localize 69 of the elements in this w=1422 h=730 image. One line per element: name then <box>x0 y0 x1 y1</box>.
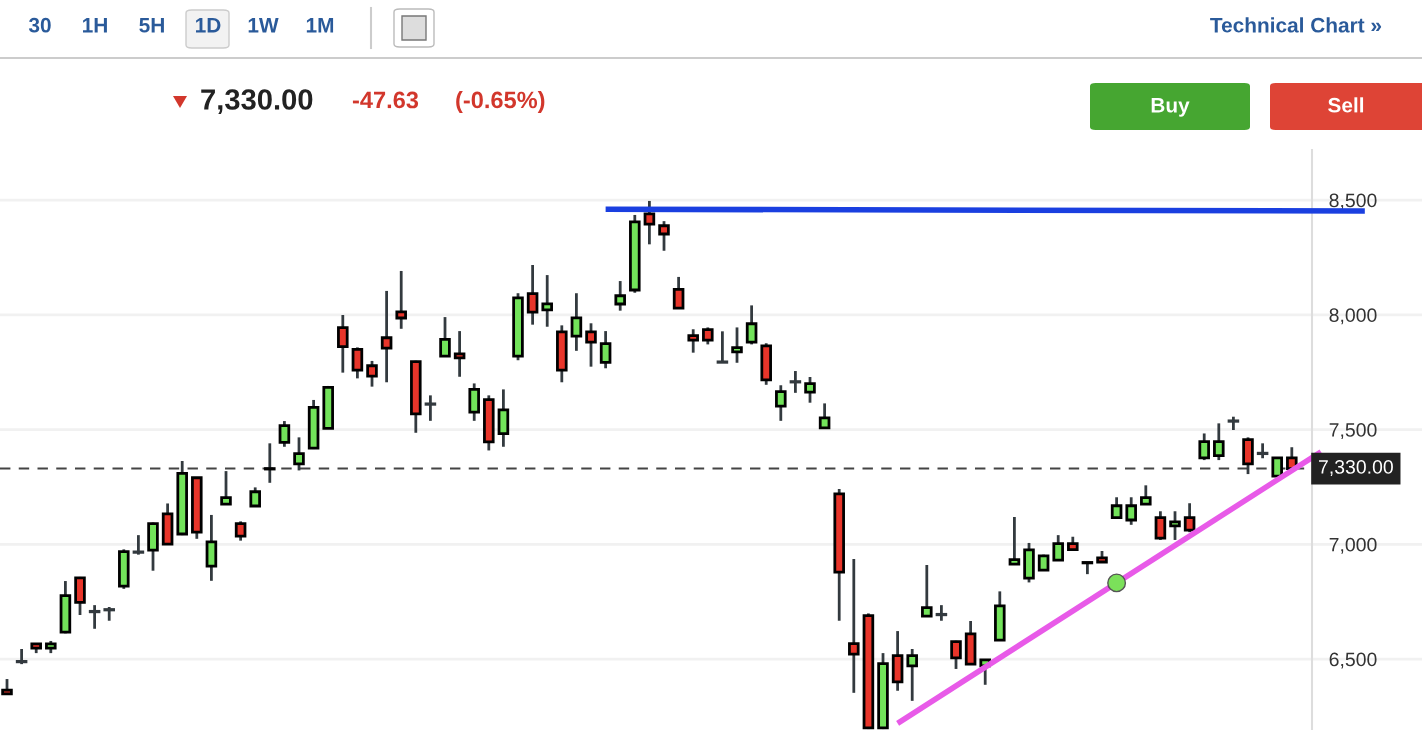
candlestick <box>818 402 831 430</box>
y-tick-label: 7,500 <box>1329 423 1377 440</box>
text: 5H <box>139 18 164 33</box>
text: Buy <box>1151 98 1190 117</box>
candlestick <box>220 469 232 506</box>
text: 1M <box>306 18 334 33</box>
candlestick <box>1169 509 1181 542</box>
candlestick <box>249 486 261 508</box>
candlestick <box>541 273 553 329</box>
candlestick <box>1110 495 1123 520</box>
candlestick <box>468 382 480 423</box>
text: 1H <box>83 18 107 33</box>
candlestick <box>745 304 758 346</box>
text: (-0.65%) <box>456 91 545 114</box>
candlestick <box>264 441 276 485</box>
candlestick <box>88 603 101 631</box>
text: 1D <box>196 18 221 33</box>
candlestick <box>672 275 685 310</box>
candlestick <box>950 639 962 671</box>
text: 30 <box>28 17 51 33</box>
candlestick <box>278 419 291 449</box>
candlestick <box>234 519 247 543</box>
candlestick <box>453 329 466 379</box>
candlestick <box>848 557 860 695</box>
candlestick <box>132 533 145 557</box>
candlestick <box>1213 421 1225 462</box>
y-tick-label: 8,500 <box>1329 193 1377 210</box>
text: Sell <box>1328 97 1364 113</box>
candlestick <box>380 289 393 384</box>
candlestick <box>337 313 349 375</box>
text: 1W <box>248 18 279 33</box>
text: -47.63 <box>352 91 419 109</box>
candlestick <box>599 329 612 370</box>
ref-line-label: 7,330.00 <box>1319 460 1393 477</box>
candlestick <box>775 383 787 423</box>
candlestick <box>497 388 510 449</box>
candlestick <box>585 321 597 369</box>
candlestick <box>293 435 305 472</box>
candlestick <box>570 291 583 353</box>
text: 7,330.00 <box>201 89 313 115</box>
candlestick <box>1198 432 1210 462</box>
candlestick <box>1081 560 1094 576</box>
candlestick <box>789 369 802 395</box>
candlestick <box>1052 533 1064 562</box>
candlestick <box>614 279 626 313</box>
candlestick <box>439 315 451 358</box>
y-tick-label: 8,000 <box>1329 308 1377 325</box>
text: Technical Chart » <box>1210 17 1382 33</box>
candlestick <box>921 563 933 619</box>
y-tick-label: 6,500 <box>1329 652 1377 669</box>
candlestick <box>366 359 378 389</box>
candlestick <box>804 375 816 405</box>
candlestick <box>1140 483 1152 506</box>
candlestick <box>935 603 948 623</box>
candlestick <box>1008 515 1021 566</box>
candlestick <box>395 269 407 331</box>
candlestick <box>424 393 437 423</box>
candlestick <box>658 219 670 253</box>
candlestick <box>1183 501 1196 534</box>
candlestick <box>643 199 656 246</box>
candlestick <box>906 647 918 703</box>
candlestick <box>1154 509 1167 542</box>
candlestick <box>526 263 539 327</box>
candlestick <box>731 326 743 365</box>
candlestick <box>351 346 364 380</box>
y-tick-label: 7,000 <box>1329 537 1377 554</box>
candlestick <box>1125 495 1137 527</box>
candlestick <box>687 327 699 355</box>
candlestick <box>716 329 729 364</box>
